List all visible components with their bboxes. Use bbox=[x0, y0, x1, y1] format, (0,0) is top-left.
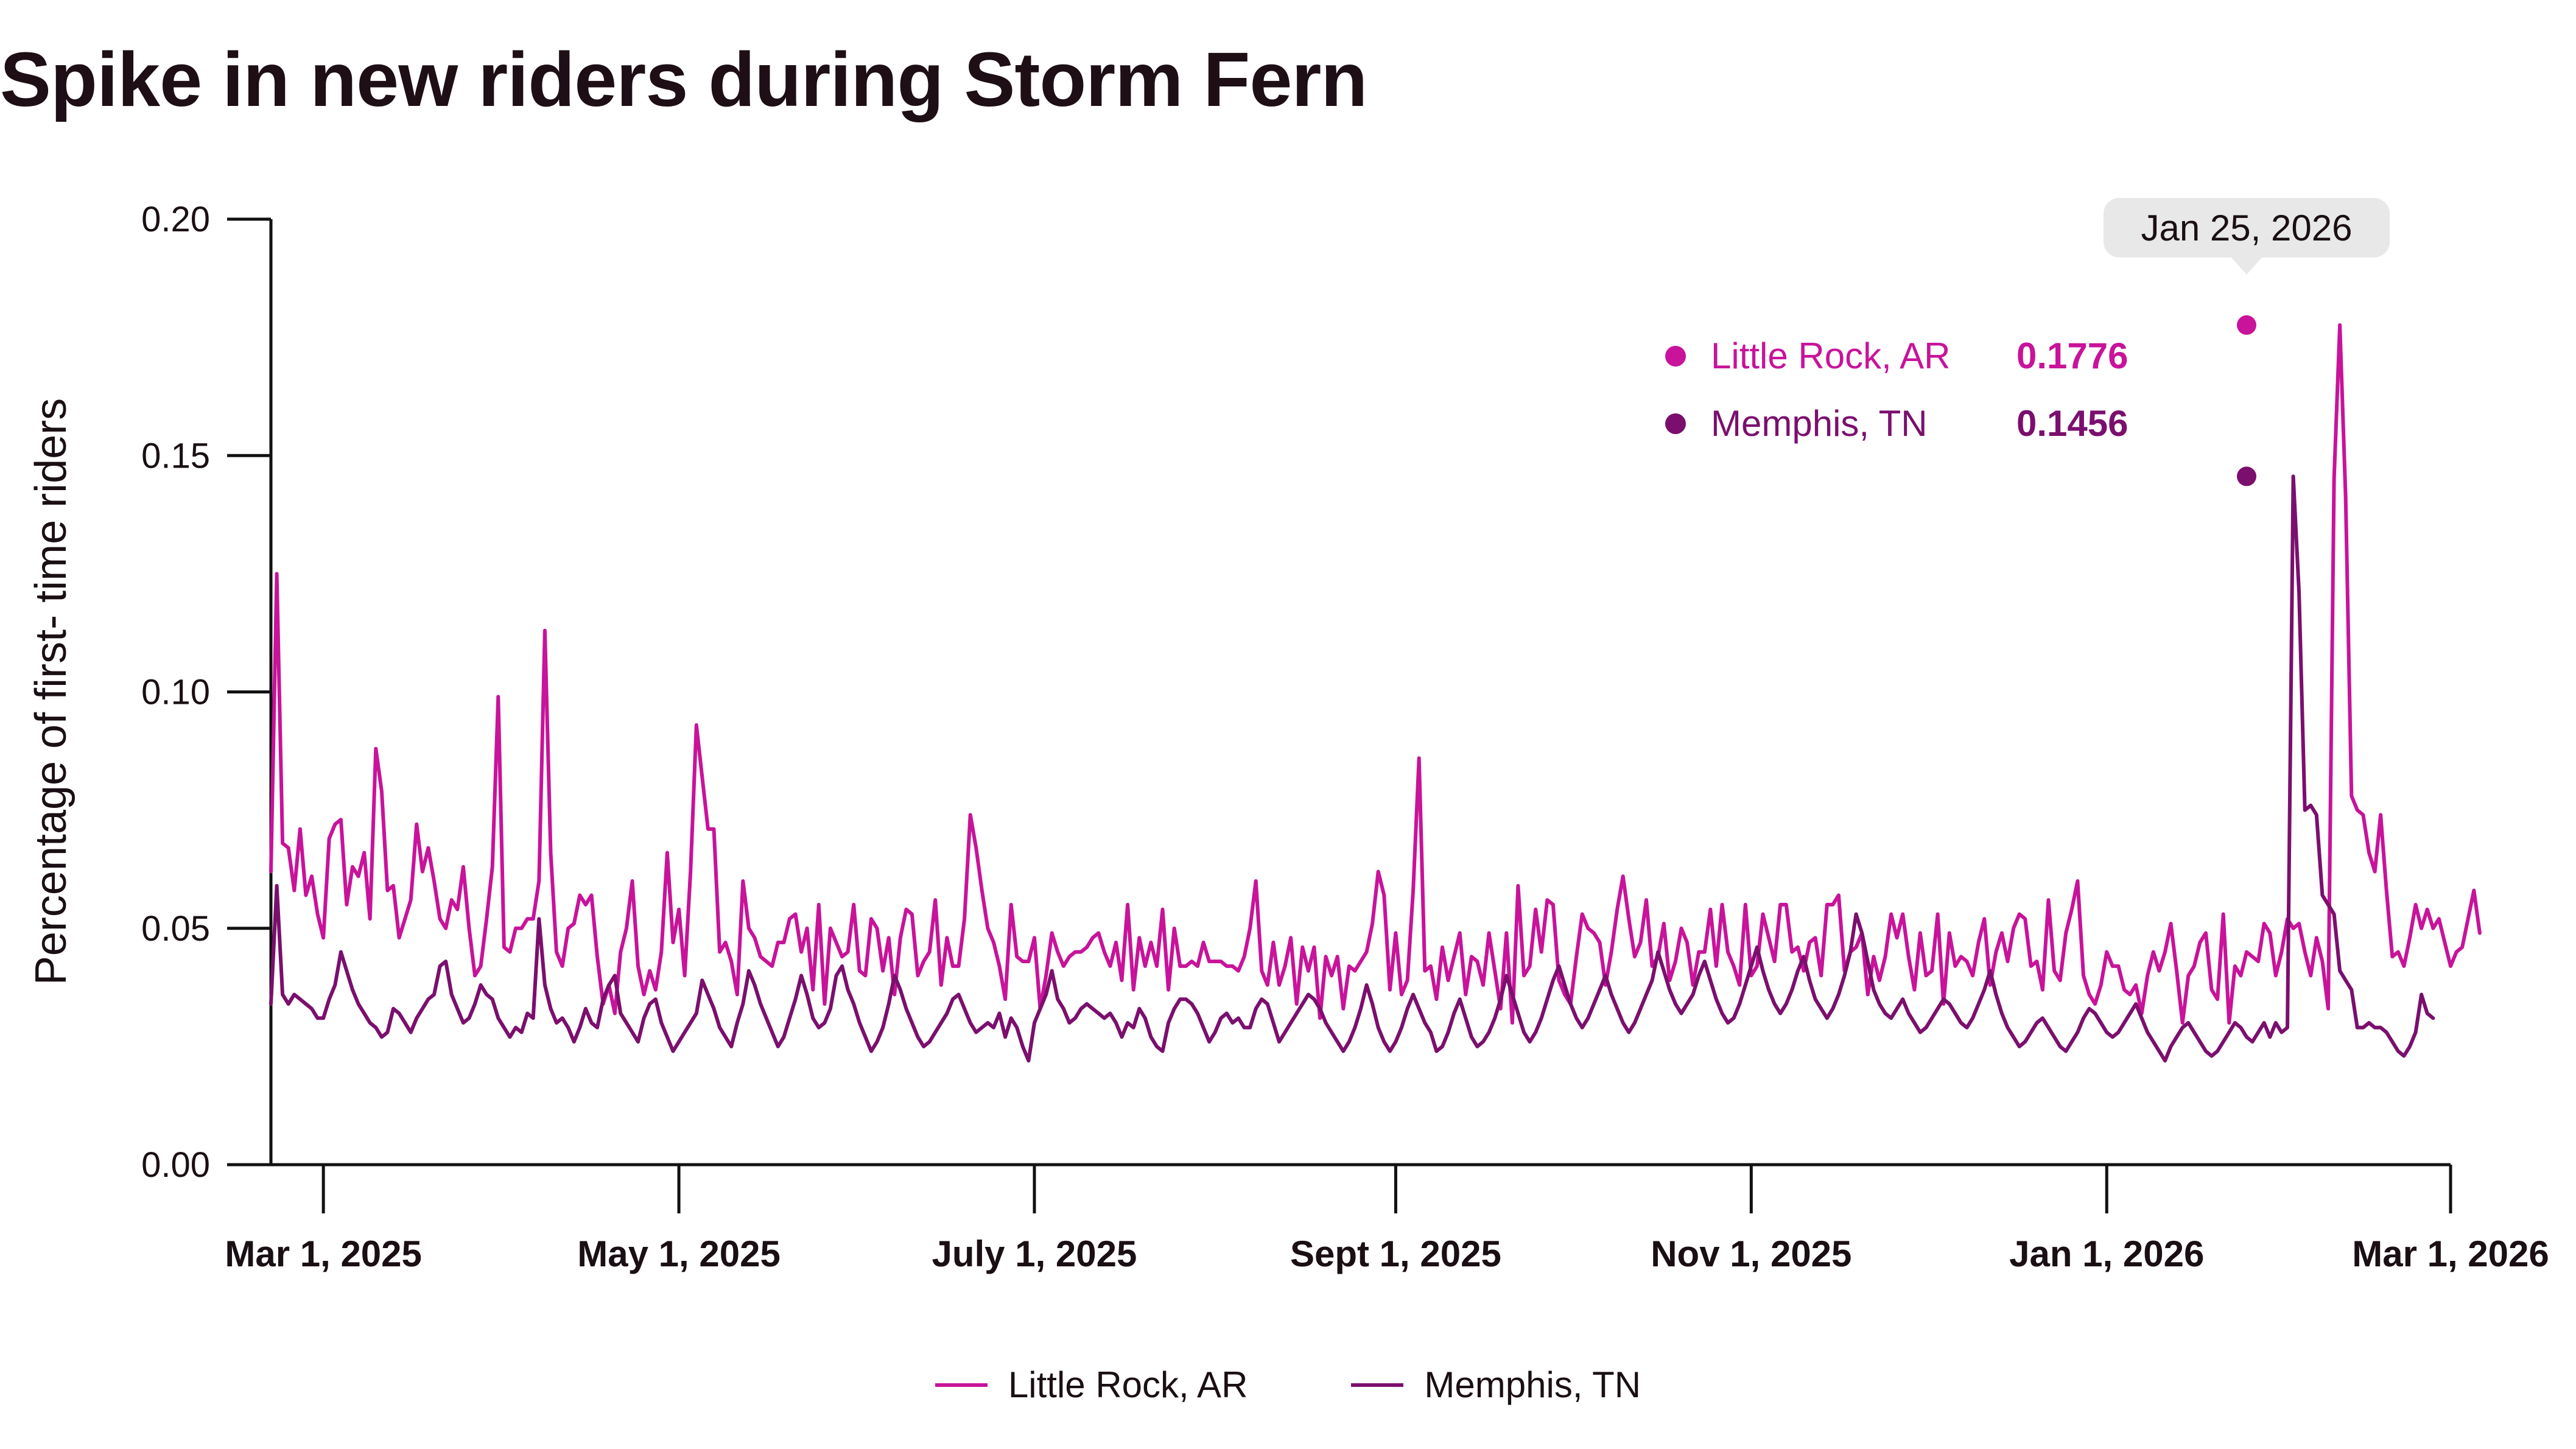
legend-swatch-memphis bbox=[1351, 1383, 1404, 1387]
y-tick-label: 0.05 bbox=[141, 909, 210, 949]
x-tick-label: July 1, 2025 bbox=[932, 1233, 1137, 1274]
legend-swatch-little-rock bbox=[935, 1383, 988, 1387]
y-axis-label: Percentage of first- time riders bbox=[27, 398, 75, 985]
x-tick-label: Mar 1, 2026 bbox=[2352, 1233, 2549, 1274]
y-axis-ticks: 0.00 0.05 0.10 0.15 0.20 bbox=[141, 200, 271, 1185]
legend: Little Rock, AR Memphis, TN bbox=[0, 1364, 2576, 1406]
tooltip-marker bbox=[1665, 346, 1686, 367]
x-tick-label: Nov 1, 2025 bbox=[1651, 1233, 1851, 1274]
chart-title: Spike in new riders during Storm Fern bbox=[0, 37, 1367, 122]
tooltip-date: Jan 25, 2026 bbox=[2141, 208, 2352, 248]
y-tick-label: 0.10 bbox=[141, 673, 210, 712]
tooltip-series-name: Memphis, TN bbox=[1711, 403, 1928, 444]
legend-label: Little Rock, AR bbox=[1008, 1364, 1248, 1405]
x-tick-label: Mar 1, 2025 bbox=[225, 1233, 422, 1274]
x-tick-label: Sept 1, 2025 bbox=[1290, 1233, 1501, 1274]
x-axis-ticks: Mar 1, 2025 May 1, 2025 July 1, 2025 Sept 1… bbox=[225, 1165, 2549, 1274]
series-line-little-rock-ar bbox=[269, 323, 2482, 1025]
tooltip-marker bbox=[1665, 413, 1686, 434]
x-tick-label: Jan 1, 2026 bbox=[2009, 1233, 2204, 1274]
highlight-point bbox=[2236, 466, 2256, 486]
highlight-point bbox=[2236, 315, 2256, 335]
tooltip-pointer bbox=[2230, 257, 2262, 275]
legend-label: Memphis, TN bbox=[1424, 1364, 1641, 1405]
tooltip-series-value: 0.1456 bbox=[2016, 403, 2129, 444]
series-line-memphis-tn bbox=[269, 474, 2435, 1063]
legend-item-memphis[interactable]: Memphis, TN bbox=[1351, 1364, 1641, 1406]
y-tick-label: 0.00 bbox=[141, 1145, 210, 1185]
y-tick-label: 0.20 bbox=[141, 200, 210, 239]
x-tick-label: May 1, 2025 bbox=[577, 1233, 781, 1274]
tooltip-series-value: 0.1776 bbox=[2016, 335, 2129, 376]
y-tick-label: 0.15 bbox=[141, 436, 210, 475]
tooltip-series-name: Little Rock, AR bbox=[1711, 335, 1951, 376]
series-layer bbox=[269, 323, 2482, 1063]
tooltip-date-bubble bbox=[2103, 198, 2390, 258]
legend-item-little-rock[interactable]: Little Rock, AR bbox=[935, 1364, 1248, 1406]
hover-tooltip: Jan 25, 2026 Little Rock, AR 0.1776 Memphis… bbox=[1665, 198, 2390, 486]
